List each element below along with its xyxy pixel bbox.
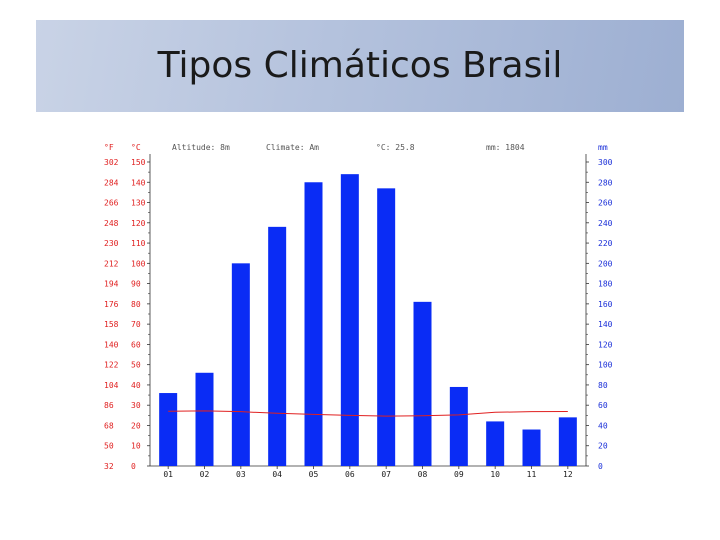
month-tick-label: 05 [309,470,319,479]
f-tick-label: 158 [104,320,119,329]
c-tick-label: 130 [131,199,146,208]
precip-bar [231,263,250,466]
c-tick-label: 50 [131,361,141,370]
unit-c-label: °C [131,143,141,152]
c-tick-label: 60 [131,340,141,349]
mm-tick-label: 280 [598,178,613,187]
c-tick-label: 20 [131,421,141,430]
mm-tick-label: 160 [598,300,613,309]
mm-tick-label: 220 [598,239,613,248]
c-tick-label: 100 [131,259,146,268]
f-tick-label: 140 [104,340,119,349]
mm-tick-label: 300 [598,158,613,167]
mean-temp-label: °C: 25.8 [376,143,415,152]
f-tick-label: 194 [104,280,119,289]
month-tick-label: 06 [345,470,355,479]
month-tick-label: 09 [454,470,464,479]
f-tick-label: 32 [104,462,114,471]
month-tick-label: 03 [236,470,246,479]
precip-bar [413,301,432,466]
month-tick-label: 01 [163,470,173,479]
climate-label: Climate: Am [266,143,319,152]
mm-tick-label: 80 [598,381,608,390]
mm-tick-label: 120 [598,340,613,349]
mm-tick-label: 0 [598,462,603,471]
altitude-label: Altitude: 8m [172,143,230,152]
f-tick-label: 302 [104,158,119,167]
month-tick-label: 04 [272,470,282,479]
precip-bar [522,429,541,466]
precip-bar [486,421,505,466]
mm-tick-label: 140 [598,320,613,329]
mm-tick-label: 100 [598,361,613,370]
mm-tick-label: 200 [598,259,613,268]
precip-bar [449,386,468,466]
precip-bar [304,182,323,466]
f-tick-label: 86 [104,401,114,410]
c-tick-label: 90 [131,280,141,289]
mm-tick-label: 60 [598,401,608,410]
month-tick-label: 10 [490,470,500,479]
c-tick-label: 40 [131,381,141,390]
f-tick-label: 284 [104,178,119,187]
mm-tick-label: 180 [598,280,613,289]
c-tick-label: 120 [131,219,146,228]
mm-tick-label: 260 [598,199,613,208]
precip-bar [195,372,214,466]
mm-tick-label: 240 [598,219,613,228]
f-tick-label: 212 [104,259,119,268]
precip-bar [159,393,178,466]
precip-bar [340,174,359,466]
f-tick-label: 68 [104,421,114,430]
f-tick-label: 266 [104,199,119,208]
c-tick-label: 70 [131,320,141,329]
month-tick-label: 02 [200,470,210,479]
c-tick-label: 10 [131,442,141,451]
mm-tick-label: 20 [598,442,608,451]
c-tick-label: 80 [131,300,141,309]
f-tick-label: 176 [104,300,119,309]
mm-tick-label: 40 [598,421,608,430]
precip-bar [268,226,287,466]
c-tick-label: 30 [131,401,141,410]
total-precip-label: mm: 1804 [486,143,525,152]
slide-title: Tipos Climáticos Brasil [157,45,563,86]
month-tick-label: 07 [381,470,391,479]
precip-bar [377,188,396,466]
f-tick-label: 248 [104,219,119,228]
temperature-line [168,410,568,417]
f-tick-label: 122 [104,361,119,370]
unit-f-label: °F [104,143,114,152]
c-tick-label: 140 [131,178,146,187]
month-tick-label: 12 [563,470,573,479]
c-tick-label: 150 [131,158,146,167]
f-tick-label: 104 [104,381,119,390]
f-tick-label: 50 [104,442,114,451]
c-tick-label: 110 [131,239,146,248]
unit-mm-label: mm [598,143,608,152]
c-tick-label: 0 [131,462,136,471]
month-tick-label: 11 [527,470,537,479]
month-tick-label: 08 [418,470,428,479]
f-tick-label: 230 [104,239,119,248]
title-band: Tipos Climáticos Brasil [36,20,684,112]
precip-bar [558,417,577,466]
